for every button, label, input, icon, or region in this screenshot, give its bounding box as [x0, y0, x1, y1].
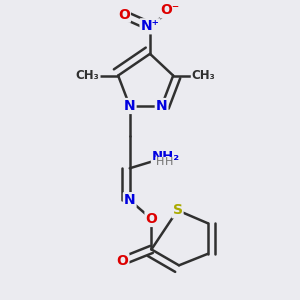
Text: S: S — [172, 203, 182, 217]
Text: N: N — [124, 99, 136, 113]
Text: O: O — [146, 212, 158, 226]
Text: H: H — [156, 158, 164, 167]
Text: O: O — [116, 254, 128, 268]
Text: O: O — [118, 8, 130, 22]
Text: N⁺: N⁺ — [141, 19, 159, 33]
Text: CH₃: CH₃ — [76, 69, 100, 82]
Text: H: H — [165, 158, 173, 167]
Text: CH₃: CH₃ — [192, 69, 215, 82]
Text: N: N — [124, 193, 136, 207]
Text: NH₂: NH₂ — [152, 150, 180, 163]
Text: O⁻: O⁻ — [161, 3, 180, 17]
Text: N: N — [156, 99, 167, 113]
